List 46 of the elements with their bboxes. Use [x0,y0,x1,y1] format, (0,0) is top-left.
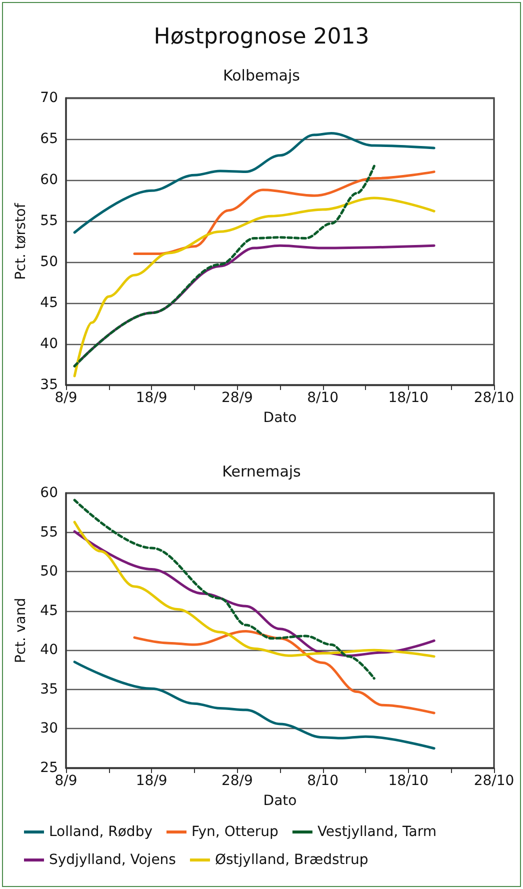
x-tick-label: 28/9 [221,773,253,789]
y-tick-label: 60 [40,172,58,188]
legend-label: Fyn, Otterup [191,824,279,840]
y-tick-label: 25 [40,760,58,776]
x-tick-label: 28/9 [221,390,253,406]
y-tick-label: 40 [40,642,58,658]
y-axis-title: Pct. vand [13,598,29,664]
y-tick-label: 50 [40,254,58,270]
chart-title: Høstprognose 2013 [154,24,370,50]
line-series [73,132,436,234]
y-tick-label: 55 [40,213,58,229]
y-tick-label: 65 [40,131,58,147]
x-tick-label: 18/9 [136,390,168,406]
x-tick-label: 18/10 [388,773,429,789]
x-tick-label: 28/10 [474,390,514,406]
y-tick-label: 70 [40,90,58,106]
y-tick-label: 45 [40,295,58,311]
chart-title: Kernemajs [222,462,302,480]
y-axis-title: Pct. tørstof [13,202,29,280]
x-tick-label: 8/10 [307,390,339,406]
x-axis-title: Dato [263,793,297,809]
legend-label: Vestjylland, Tarm [317,824,436,840]
x-axis-title: Dato [263,410,297,426]
line-series [73,164,376,368]
chart-subtitle: Kolbemajs [223,66,300,84]
x-tick-label: 18/10 [388,390,429,406]
y-tick-label: 30 [40,720,58,737]
line-series [133,630,436,714]
x-tick-label: 18/9 [136,773,168,789]
y-tick-label: 45 [40,602,58,619]
legend-label: Sydjylland, Vojens [49,852,176,868]
line-series [73,196,436,378]
legend-label: Lolland, Rødby [49,824,152,840]
y-tick-label: 35 [40,377,58,393]
line-series [73,660,436,750]
y-tick-label: 50 [40,564,58,580]
x-tick-label: 28/10 [474,773,514,789]
x-tick-label: 8/9 [54,390,78,406]
x-tick-label: 8/10 [307,773,339,789]
y-tick-label: 40 [40,336,58,352]
x-tick-label: 8/9 [54,773,78,789]
y-tick-label: 35 [40,681,58,698]
y-tick-label: 60 [40,485,58,501]
legend-label: Østjylland, Brædstrup [214,852,368,868]
line-series [73,498,376,680]
y-tick-label: 55 [40,524,58,540]
